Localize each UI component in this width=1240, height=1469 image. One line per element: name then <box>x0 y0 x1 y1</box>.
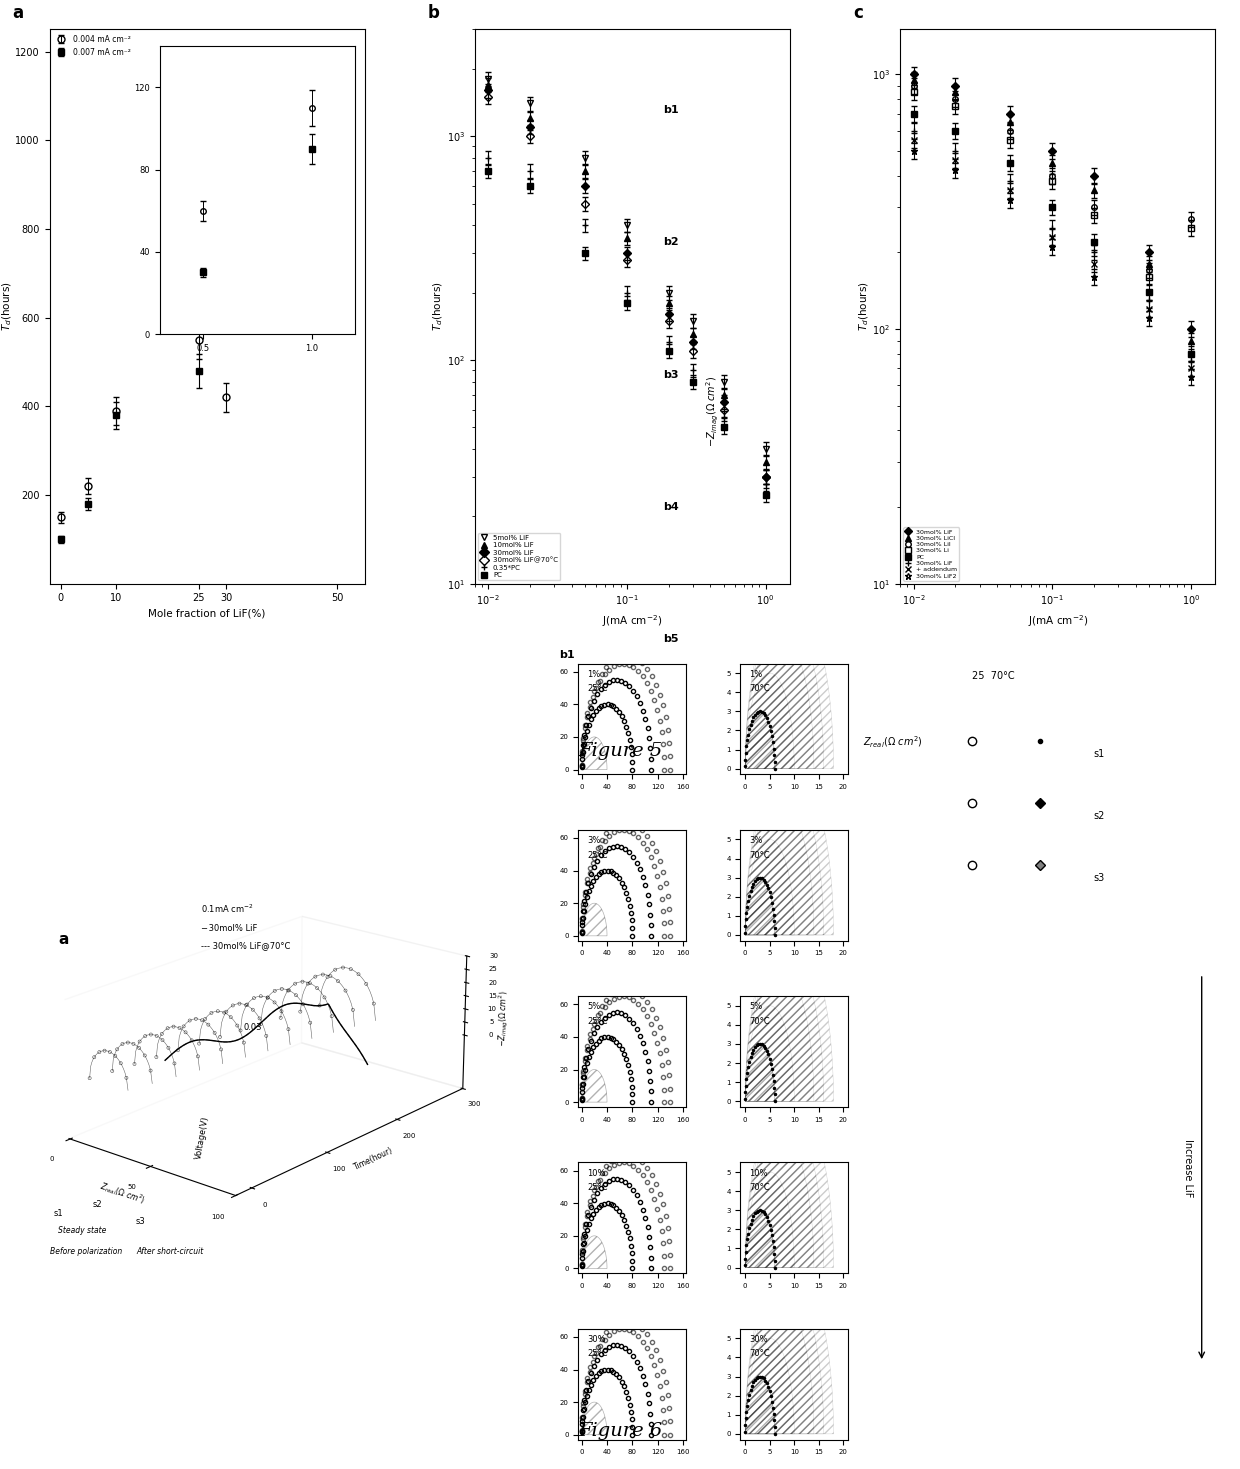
X-axis label: J(mA cm$^{-2}$): J(mA cm$^{-2}$) <box>603 613 662 629</box>
Text: 25°C: 25°C <box>587 1183 608 1193</box>
Text: s2: s2 <box>1094 811 1105 821</box>
Text: s1: s1 <box>53 1209 63 1218</box>
Text: b2: b2 <box>663 238 680 247</box>
Text: 25°C: 25°C <box>587 851 608 859</box>
Text: a: a <box>58 931 68 946</box>
Text: 30%: 30% <box>587 1335 605 1344</box>
X-axis label: J(mA cm$^{-2}$): J(mA cm$^{-2}$) <box>1028 613 1087 629</box>
Text: 30%: 30% <box>749 1335 768 1344</box>
Text: --- 30mol% LiF@70°C: --- 30mol% LiF@70°C <box>201 942 290 950</box>
Text: $-Z_{imag}(\Omega\ cm^2)$: $-Z_{imag}(\Omega\ cm^2)$ <box>704 376 722 447</box>
Text: 25  70°C: 25 70°C <box>972 671 1016 682</box>
X-axis label: Mole fraction of LiF(%): Mole fraction of LiF(%) <box>149 610 265 618</box>
Text: b5: b5 <box>663 635 680 643</box>
Text: 70°C: 70°C <box>749 1183 770 1193</box>
Text: 1%: 1% <box>587 670 600 679</box>
Text: 5%: 5% <box>587 1002 600 1012</box>
Text: a: a <box>12 4 22 22</box>
Text: Figure 5: Figure 5 <box>578 742 662 759</box>
Text: b: b <box>428 4 439 22</box>
Text: s3: s3 <box>136 1218 145 1227</box>
Text: 0.03: 0.03 <box>244 1022 263 1033</box>
Text: 25°C: 25°C <box>587 1017 608 1025</box>
Text: 70°C: 70°C <box>749 1350 770 1359</box>
Text: 1%: 1% <box>749 670 763 679</box>
Text: Voltage(V): Voltage(V) <box>193 1115 211 1161</box>
Text: s3: s3 <box>1094 873 1105 883</box>
Text: 25°C: 25°C <box>587 685 608 693</box>
Text: s1: s1 <box>1094 749 1105 758</box>
Text: b1: b1 <box>663 106 680 115</box>
Text: b4: b4 <box>663 502 680 511</box>
Legend: 0.004 mA cm⁻², 0.007 mA cm⁻²: 0.004 mA cm⁻², 0.007 mA cm⁻² <box>53 34 131 59</box>
Text: $Z_{real}(\Omega\ cm^2)$: $Z_{real}(\Omega\ cm^2)$ <box>863 734 923 749</box>
Text: s2: s2 <box>93 1200 103 1209</box>
Text: 5%: 5% <box>749 1002 763 1012</box>
X-axis label: $Z_{real}(\Omega\ cm^2)$: $Z_{real}(\Omega\ cm^2)$ <box>98 1178 148 1208</box>
Text: 10%: 10% <box>587 1169 605 1178</box>
Y-axis label: $T_d$(hours): $T_d$(hours) <box>857 282 870 332</box>
Y-axis label: $T_d$(hours): $T_d$(hours) <box>0 282 14 332</box>
Text: ─ 30mol% LiF: ─ 30mol% LiF <box>201 924 257 933</box>
Text: b1: b1 <box>559 649 574 660</box>
Text: 70°C: 70°C <box>749 685 770 693</box>
Text: c: c <box>853 4 863 22</box>
Text: Figure 6: Figure 6 <box>578 1422 662 1440</box>
Y-axis label: $T_d$(hours): $T_d$(hours) <box>432 282 445 332</box>
Y-axis label: Time(hour): Time(hour) <box>352 1146 394 1172</box>
Legend: 5mol% LiF, 10mol% LiF, 30mol% LiF, 30mol% LiF@70°C, 0.35*PC, PC: 5mol% LiF, 10mol% LiF, 30mol% LiF, 30mol… <box>479 533 560 580</box>
Text: Steady state: Steady state <box>58 1227 107 1235</box>
Text: 70°C: 70°C <box>749 1017 770 1025</box>
Text: 0.1mA cm$^{-2}$: 0.1mA cm$^{-2}$ <box>201 903 253 915</box>
Text: 3%: 3% <box>749 836 763 845</box>
Text: 3%: 3% <box>587 836 600 845</box>
Text: 25°C: 25°C <box>587 1350 608 1359</box>
Text: Increase LiF: Increase LiF <box>1183 1138 1193 1197</box>
Text: Before polarization: Before polarization <box>50 1247 122 1256</box>
Text: 10%: 10% <box>749 1169 768 1178</box>
Text: b3: b3 <box>663 370 680 379</box>
Legend: 30mol% LiF, 30mol% LiCl, 30mol% LiI, 30mol% Li, PC, 30mol% LiF, + addendum, 30mo: 30mol% LiF, 30mol% LiCl, 30mol% LiI, 30m… <box>903 527 960 580</box>
Text: After short-circuit: After short-circuit <box>136 1247 203 1256</box>
Text: 70°C: 70°C <box>749 851 770 859</box>
